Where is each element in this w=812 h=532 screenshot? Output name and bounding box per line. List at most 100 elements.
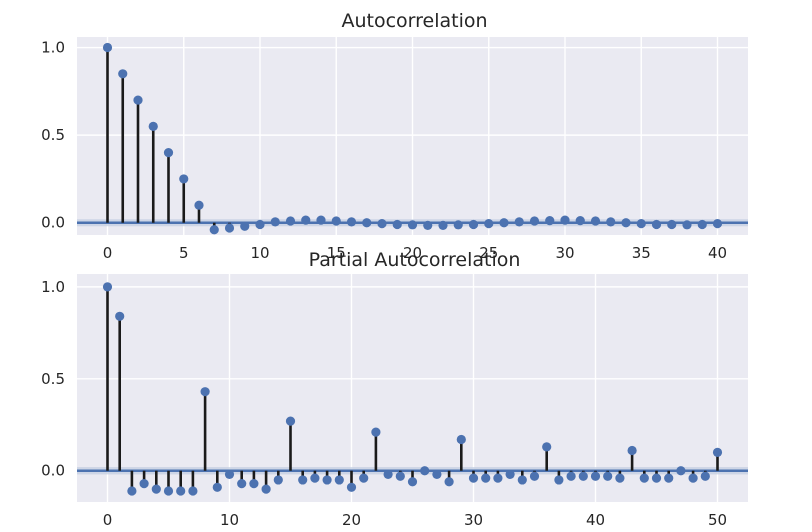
pacf-point: [127, 486, 137, 496]
acf-point: [133, 95, 143, 105]
acf-point: [499, 218, 509, 228]
pacf-point: [371, 427, 381, 437]
acf-x-tick-label: 35: [632, 244, 651, 262]
acf-point: [301, 215, 311, 225]
pacf-point: [298, 475, 308, 485]
pacf-x-tick-label: 0: [103, 511, 113, 529]
acf-point: [346, 217, 357, 227]
pacf-point: [285, 416, 296, 426]
pacf-point: [322, 475, 332, 485]
pacf-point: [163, 486, 174, 496]
acf-point: [163, 148, 174, 158]
acf-point: [606, 217, 616, 227]
pacf-point: [603, 471, 613, 481]
acf-point: [209, 225, 219, 235]
pacf-point: [346, 482, 357, 492]
acf-point: [316, 215, 326, 225]
pacf-point: [188, 486, 198, 496]
acf-panel: 0 5 10 15 20 25 30 35 40 0.0 0.5 1.0 Autocorrelation: [41, 10, 748, 262]
pacf-point: [395, 471, 405, 481]
pacf-y-tick-label: 1.0: [41, 278, 65, 296]
pacf-point: [176, 486, 186, 496]
acf-point: [484, 219, 494, 229]
pacf-point: [554, 475, 564, 485]
pacf-point: [237, 479, 247, 489]
acf-x-tick-label: 5: [179, 244, 189, 262]
pacf-point: [432, 469, 442, 480]
acf-point: [636, 219, 646, 229]
acf-point: [697, 219, 707, 230]
pacf-point: [456, 434, 466, 445]
acf-point: [560, 215, 570, 225]
acf-title: Autocorrelation: [341, 10, 487, 32]
acf-x-tick-label: 20: [403, 244, 422, 262]
pacf-point: [517, 475, 527, 485]
pacf-point: [212, 482, 222, 492]
pacf-point: [407, 477, 418, 487]
acf-point: [651, 219, 662, 230]
acf-x-tick-label: 25: [479, 244, 498, 262]
acf-point: [712, 219, 723, 229]
pacf-point: [615, 473, 625, 483]
pacf-x-tick-label: 20: [342, 511, 361, 529]
acf-point: [255, 219, 265, 230]
acf-point: [529, 216, 540, 226]
acf-y-tick-label: 0.0: [41, 214, 65, 232]
pacf-point: [224, 469, 235, 480]
pacf-point: [578, 471, 588, 481]
pacf-title: Partial Autocorrelation: [309, 249, 521, 271]
acf-x-tick-label: 30: [555, 244, 574, 262]
pacf-point: [261, 484, 271, 494]
pacf-point: [712, 447, 723, 457]
pacf-point: [676, 466, 686, 476]
acf-x-tick-label: 0: [103, 244, 113, 262]
pacf-point: [444, 477, 454, 487]
pacf-point: [566, 471, 576, 481]
pacf-point: [200, 387, 210, 397]
pacf-point: [334, 475, 344, 485]
pacf-point: [359, 473, 369, 483]
pacf-x-tick-label: 50: [708, 511, 727, 529]
pacf-point: [639, 473, 649, 483]
acf-point: [545, 216, 555, 226]
pacf-point: [590, 471, 601, 481]
pacf-y-tick-label: 0.0: [41, 462, 65, 480]
acf-point: [240, 221, 250, 231]
pacf-point: [542, 442, 552, 452]
acf-point: [285, 216, 296, 226]
acf-point: [438, 220, 448, 230]
acf-point: [194, 200, 204, 210]
pacf-point: [700, 471, 710, 481]
acf-x-tick-label: 10: [250, 244, 269, 262]
pacf-point: [310, 473, 320, 483]
acf-x-tick-label: 15: [327, 244, 346, 262]
pacf-x-tick-label: 30: [464, 511, 483, 529]
acf-point: [331, 216, 341, 226]
acf-point: [118, 69, 128, 79]
acf-point: [575, 216, 585, 226]
pacf-point: [115, 311, 125, 321]
pacf-point: [420, 466, 430, 476]
acf-point: [590, 216, 601, 226]
pacf-x-tick-label: 40: [586, 511, 605, 529]
acf-point: [102, 42, 113, 53]
acf-point: [682, 220, 692, 230]
acf-point: [224, 223, 235, 233]
pacf-point: [468, 473, 479, 483]
pacf-x-tick-label: 10: [220, 511, 239, 529]
pacf-point: [151, 484, 161, 494]
pacf-point: [651, 473, 662, 483]
acf-point: [377, 219, 387, 229]
pacf-point: [139, 479, 149, 489]
acf-y-tick-label: 0.5: [41, 126, 65, 144]
pacf-y-tick-label: 0.5: [41, 370, 65, 388]
pacf-plot-area: [77, 274, 748, 502]
acf-point: [179, 174, 189, 184]
pacf-point: [249, 479, 259, 489]
acf-point: [453, 220, 463, 230]
acf-point: [148, 121, 158, 131]
acf-point: [621, 218, 631, 228]
acf-point: [468, 219, 479, 230]
pacf-point: [627, 445, 637, 456]
